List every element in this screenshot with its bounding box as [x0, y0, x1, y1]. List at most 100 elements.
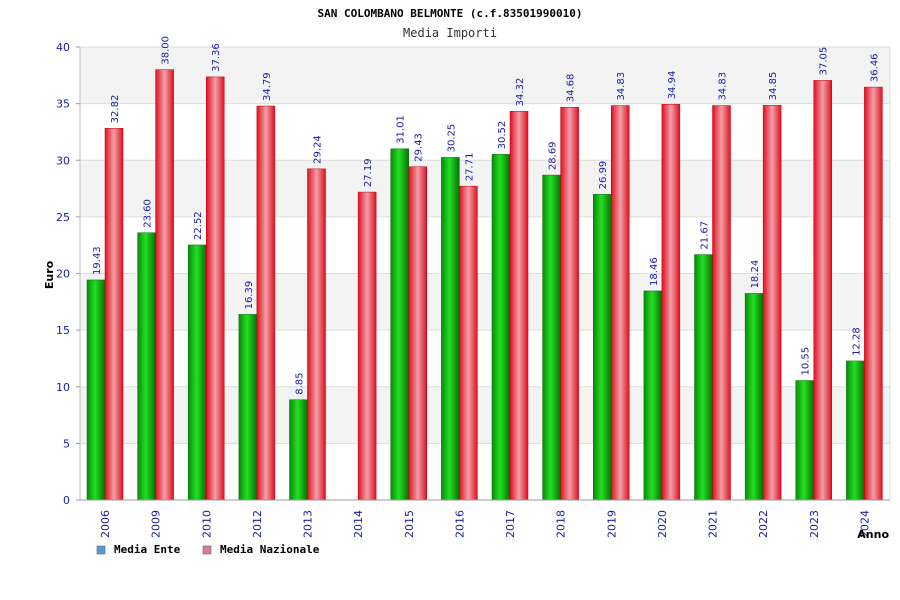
bar-media-nazionale-2023	[813, 80, 832, 501]
y-tick-label: 10	[56, 381, 70, 394]
legend: Media Ente Media Nazionale	[96, 543, 320, 556]
data-label-media-ente-2016: 30.25	[446, 124, 457, 153]
bar-media-nazionale-2015	[408, 166, 427, 501]
bar-media-ente-2019	[593, 194, 612, 501]
bar-media-ente-2015	[390, 148, 409, 501]
bar-media-nazionale-2021	[712, 105, 731, 501]
data-label-media-nazionale-2016: 27.71	[464, 153, 475, 182]
bar-media-ente-2016	[441, 157, 460, 501]
data-label-media-nazionale-2010: 37.36	[211, 43, 222, 72]
bar-media-ente-2009	[137, 232, 156, 501]
y-tick-label: 5	[63, 437, 70, 450]
data-label-media-nazionale-2020: 34.94	[667, 71, 678, 100]
data-label-media-nazionale-2021: 34.83	[718, 72, 729, 101]
bar-media-nazionale-2016	[459, 185, 478, 501]
y-tick-label: 30	[56, 154, 70, 167]
data-label-media-nazionale-2015: 29.43	[414, 133, 425, 162]
data-label-media-nazionale-2022: 34.85	[768, 72, 779, 101]
bar-media-nazionale-2006	[104, 128, 124, 501]
x-tick-label-2012: 2012	[251, 510, 264, 538]
x-axis-label: Anno	[857, 528, 889, 541]
data-label-media-ente-2015: 31.01	[396, 115, 407, 144]
data-label-media-ente-2022: 18.24	[750, 260, 761, 289]
bar-media-ente-2024	[846, 360, 865, 501]
data-label-media-ente-2006: 19.43	[92, 246, 103, 275]
data-label-media-ente-2021: 21.67	[700, 221, 711, 250]
data-label-media-nazionale-2024: 36.46	[869, 53, 880, 82]
x-tick-label-2018: 2018	[555, 510, 568, 538]
chart-title: SAN COLOMBANO BELMONTE (c.f.83501990010)	[318, 7, 583, 20]
data-label-media-ente-2020: 18.46	[649, 257, 660, 286]
y-tick-label: 15	[56, 324, 70, 337]
data-label-media-nazionale-2009: 38.00	[161, 36, 172, 65]
x-tick-label-2016: 2016	[453, 510, 466, 538]
data-label-media-nazionale-2013: 29.24	[313, 135, 324, 164]
data-label-media-ente-2018: 28.69	[548, 141, 559, 170]
data-label-media-nazionale-2014: 27.19	[363, 158, 374, 187]
x-tick-label-2021: 2021	[707, 510, 720, 538]
bar-media-nazionale-2019	[611, 105, 630, 501]
data-label-media-nazionale-2018: 34.68	[566, 74, 577, 103]
x-tick-label-2024: 2024	[858, 510, 871, 538]
x-tick-label-2020: 2020	[656, 510, 669, 538]
data-label-media-ente-2019: 26.99	[598, 161, 609, 190]
bar-media-nazionale-2018	[560, 106, 579, 501]
bar-media-ente-2006	[86, 279, 106, 501]
data-label-media-nazionale-2019: 34.83	[616, 72, 627, 101]
y-tick-label: 35	[56, 98, 70, 111]
bar-media-nazionale-2020	[661, 104, 681, 501]
x-tick-label-2013: 2013	[302, 510, 315, 538]
legend-swatch-media-ente	[96, 545, 106, 555]
x-tick-label-2014: 2014	[352, 510, 365, 538]
chart-subtitle: Media Importi	[403, 26, 497, 40]
y-axis-ticks: 0 5 10 15 20 25 30 35 40	[56, 41, 80, 507]
bar-media-nazionale-2010	[206, 76, 225, 501]
data-label-media-nazionale-2006: 32.82	[110, 95, 121, 124]
data-label-media-ente-2012: 16.39	[244, 281, 255, 310]
data-label-media-nazionale-2012: 34.79	[262, 72, 273, 101]
legend-label-media-ente: Media Ente	[114, 543, 181, 556]
data-label-media-ente-2023: 10.55	[801, 347, 812, 376]
data-label-media-nazionale-2017: 34.32	[515, 78, 526, 107]
data-label-media-ente-2013: 8.85	[295, 373, 306, 395]
axes	[79, 47, 891, 501]
x-tick-label-2023: 2023	[808, 510, 821, 538]
x-axis-ticks: 2006 2009 2010 2012 2013 2014 2015 2016 2017 2018…	[99, 510, 871, 538]
bar-media-nazionale-2012	[256, 105, 276, 501]
x-tick-label-2022: 2022	[757, 510, 770, 538]
x-tick-label-2010: 2010	[200, 510, 213, 538]
bar-media-ente-2010	[188, 244, 207, 501]
data-label-media-ente-2009: 23.60	[143, 199, 154, 228]
bar-media-nazionale-2024	[864, 86, 883, 501]
y-tick-label: 25	[56, 211, 70, 224]
data-label-media-ente-2017: 30.52	[497, 121, 508, 150]
bars	[86, 69, 883, 501]
bar-media-nazionale-2009	[155, 69, 174, 501]
bar-media-nazionale-2022	[762, 105, 782, 501]
data-label-media-nazionale-2023: 37.05	[819, 47, 830, 76]
bar-media-ente-2022	[744, 293, 764, 501]
data-label-media-ente-2024: 12.28	[851, 327, 862, 356]
bar-media-nazionale-2017	[509, 111, 529, 501]
y-axis-label: Euro	[43, 260, 56, 289]
bar-media-ente-2020	[643, 290, 663, 501]
bar-media-ente-2013	[289, 399, 308, 501]
bar-media-nazionale-2013	[307, 168, 326, 501]
x-tick-label-2019: 2019	[605, 510, 618, 538]
bar-media-ente-2017	[491, 154, 511, 501]
x-tick-label-2009: 2009	[150, 510, 163, 538]
y-tick-label: 0	[63, 494, 70, 507]
y-tick-label: 40	[56, 41, 70, 54]
bar-media-nazionale-2014	[357, 191, 377, 501]
x-tick-label-2017: 2017	[504, 510, 517, 538]
bar-media-ente-2021	[694, 254, 713, 501]
legend-label-media-nazionale: Media Nazionale	[220, 543, 320, 556]
data-label-media-ente-2010: 22.52	[193, 211, 204, 240]
bar-media-ente-2012	[238, 314, 258, 501]
bar-media-ente-2018	[542, 174, 561, 501]
bar-media-ente-2023	[795, 380, 814, 501]
y-tick-label: 20	[56, 268, 70, 281]
x-tick-label-2006: 2006	[99, 510, 112, 538]
x-tick-label-2015: 2015	[403, 510, 416, 538]
